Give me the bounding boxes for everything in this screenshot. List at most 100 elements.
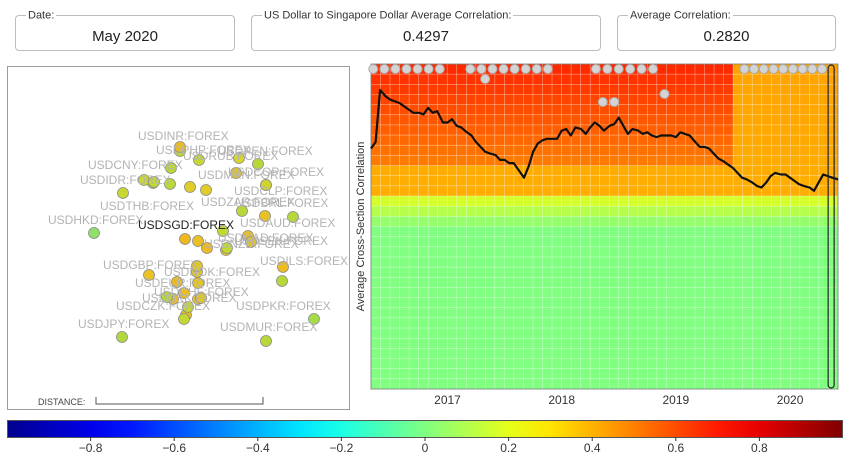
currency-node[interactable] bbox=[191, 260, 203, 272]
plot-border bbox=[370, 63, 839, 390]
date-field-label: Date: bbox=[26, 9, 57, 22]
x-tick-label: 2019 bbox=[663, 393, 690, 407]
currency-node[interactable] bbox=[201, 242, 213, 254]
event-marker bbox=[625, 64, 636, 74]
currency-node[interactable] bbox=[287, 211, 299, 223]
currency-node[interactable] bbox=[182, 301, 194, 313]
currency-node[interactable] bbox=[178, 287, 190, 299]
node-label: USDCLP:FOREX bbox=[234, 184, 327, 198]
currency-node[interactable] bbox=[179, 233, 191, 245]
node-label: USDCZK:FOREX bbox=[116, 299, 210, 313]
colorbar-tick-label: 0.8 bbox=[751, 441, 768, 455]
currency-node[interactable] bbox=[192, 277, 204, 289]
network-nodes[interactable] bbox=[88, 141, 320, 347]
currency-node[interactable] bbox=[277, 261, 289, 273]
currency-node[interactable] bbox=[259, 210, 271, 222]
currency-node[interactable] bbox=[161, 291, 173, 303]
event-marker bbox=[797, 64, 808, 74]
currency-node[interactable] bbox=[178, 313, 190, 325]
colorbar-tick-label: 0.6 bbox=[667, 441, 684, 455]
event-marker bbox=[597, 97, 608, 107]
usd-sgd-correlation-value: 0.4297 bbox=[403, 28, 449, 45]
event-marker bbox=[817, 64, 828, 74]
currency-node[interactable] bbox=[200, 184, 212, 196]
event-marker bbox=[749, 64, 760, 74]
currency-node[interactable] bbox=[171, 276, 183, 288]
distance-scale-bar bbox=[95, 397, 264, 405]
currency-node[interactable] bbox=[117, 187, 129, 199]
correlation-chart[interactable]: Average Cross-Section Correlation 2017 201… bbox=[352, 60, 844, 409]
y-axis-label: Average Cross-Section Correlation bbox=[355, 142, 367, 312]
event-marker bbox=[368, 64, 379, 74]
currency-node[interactable] bbox=[230, 167, 242, 179]
currency-node[interactable] bbox=[260, 179, 272, 191]
currency-node[interactable] bbox=[221, 242, 233, 254]
event-marker bbox=[379, 64, 390, 74]
x-tick-label: 2020 bbox=[777, 393, 804, 407]
currency-node[interactable] bbox=[88, 227, 100, 239]
node-label: USDJPY:FOREX bbox=[78, 317, 169, 331]
event-marker bbox=[480, 74, 491, 84]
event-marker bbox=[520, 64, 531, 74]
event-marker bbox=[807, 64, 818, 74]
event-marker bbox=[758, 64, 769, 74]
event-markers bbox=[368, 64, 828, 107]
event-marker bbox=[768, 64, 779, 74]
node-label: USDCNY:FOREX bbox=[88, 158, 183, 172]
usd-sgd-correlation-label: US Dollar to Singapore Dollar Average Co… bbox=[262, 9, 514, 22]
event-marker bbox=[739, 64, 750, 74]
currency-node[interactable] bbox=[193, 154, 205, 166]
colorbar: −0.8 −0.6 −0.4 −0.2 0 0.2 0.4 0.6 0.8 bbox=[7, 420, 843, 459]
currency-node[interactable] bbox=[148, 176, 160, 188]
currency-node[interactable] bbox=[217, 225, 229, 237]
node-label: USDMXN:FOREX bbox=[198, 168, 295, 182]
event-marker bbox=[476, 64, 487, 74]
currency-node[interactable] bbox=[236, 205, 248, 217]
event-marker bbox=[434, 64, 445, 74]
event-marker bbox=[423, 64, 434, 74]
currency-node[interactable] bbox=[276, 275, 288, 287]
currency-node[interactable] bbox=[245, 236, 257, 248]
currency-node[interactable] bbox=[143, 269, 155, 281]
currency-node[interactable] bbox=[192, 235, 204, 247]
colorbar-tick-label: 0 bbox=[422, 441, 429, 455]
colorbar-tick-label: 0.4 bbox=[584, 441, 601, 455]
event-marker bbox=[602, 64, 613, 74]
currency-node[interactable] bbox=[195, 292, 207, 304]
event-marker bbox=[659, 89, 670, 99]
node-label: USDRUB:FOREX bbox=[183, 149, 278, 163]
currency-node[interactable] bbox=[233, 152, 245, 164]
date-cursor-handle[interactable] bbox=[827, 64, 835, 389]
node-label: USDCAD:FOREX bbox=[218, 231, 313, 245]
node-label: USDAUD:FOREX bbox=[240, 216, 335, 230]
usd-sgd-correlation-field: US Dollar to Singapore Dollar Average Co… bbox=[251, 9, 601, 51]
correlation-chart-panel[interactable]: Average Cross-Section Correlation 2017 201… bbox=[352, 60, 844, 409]
x-tick-label: 2017 bbox=[434, 393, 461, 407]
event-marker bbox=[390, 64, 401, 74]
event-marker bbox=[465, 64, 476, 74]
colorbar-tick-label: −0.4 bbox=[246, 441, 270, 455]
currency-node[interactable] bbox=[308, 313, 320, 325]
event-marker bbox=[498, 64, 509, 74]
currency-node[interactable] bbox=[165, 162, 177, 174]
currency-node[interactable] bbox=[252, 158, 264, 170]
date-field: Date: May 2020 bbox=[15, 9, 235, 51]
x-tick-label: 2018 bbox=[548, 393, 575, 407]
currency-node[interactable] bbox=[164, 178, 176, 190]
event-marker bbox=[542, 64, 553, 74]
currency-node[interactable] bbox=[184, 181, 196, 193]
event-marker bbox=[778, 64, 789, 74]
event-marker bbox=[787, 64, 798, 74]
correlation-network-panel[interactable]: USDINR:FOREX USDPHP:FOREX USDPEN:FOREX USDR… bbox=[7, 66, 350, 410]
average-correlation-label: Average Correlation: bbox=[628, 9, 733, 22]
network-graph[interactable]: USDINR:FOREXUSDPHP:FOREXUSDPEN:FOREXUSDR… bbox=[8, 67, 349, 409]
distance-label: DISTANCE: bbox=[38, 397, 85, 407]
node-label: USDINR:FOREX bbox=[138, 129, 229, 143]
currency-node[interactable] bbox=[260, 335, 272, 347]
currency-node[interactable] bbox=[116, 331, 128, 343]
currency-node[interactable] bbox=[174, 141, 186, 153]
node-label: USDBRL:FOREX bbox=[235, 196, 328, 210]
date-field-value: May 2020 bbox=[92, 28, 158, 45]
node-label: USDPKR:FOREX bbox=[236, 299, 331, 313]
average-correlation-field: Average Correlation: 0.2820 bbox=[617, 9, 836, 51]
